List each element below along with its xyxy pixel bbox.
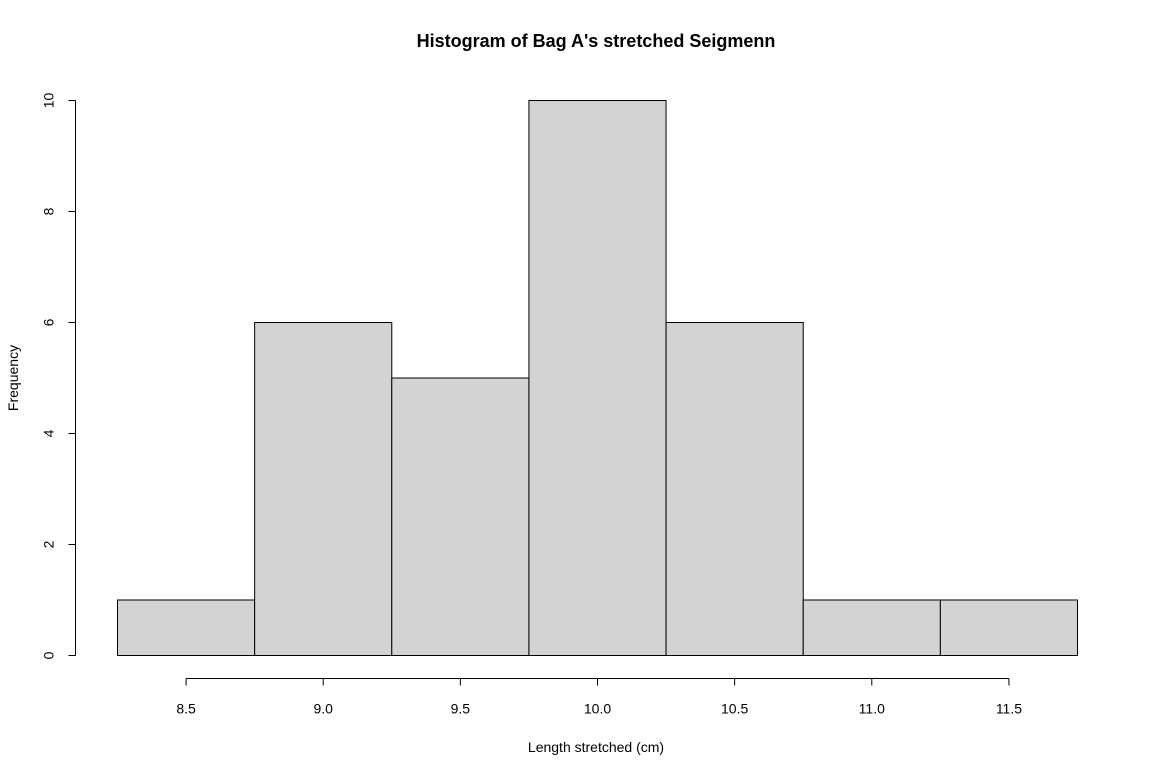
- chart-title: Histogram of Bag A's stretched Seigmenn: [417, 31, 776, 51]
- histogram-bar: [802, 599, 941, 656]
- y-tick-label: 6: [41, 318, 57, 326]
- y-tick-label: 2: [41, 540, 57, 548]
- x-tick-label: 10.0: [584, 701, 611, 717]
- histogram-bar: [528, 100, 667, 656]
- y-axis-label: Frequency: [5, 345, 21, 411]
- x-tick-label: 9.5: [451, 701, 471, 717]
- y-tick-label: 8: [41, 207, 57, 215]
- y-tick-label: 0: [41, 651, 57, 659]
- x-axis: 8.5 9.0 9.5 10.0 10.5 11.0 11.5: [176, 678, 1022, 717]
- bars-group: [117, 100, 1078, 656]
- histogram-bar: [391, 377, 530, 656]
- histogram-bar: [254, 322, 393, 656]
- x-tick-label: 10.5: [721, 701, 748, 717]
- x-tick-label: 9.0: [313, 701, 333, 717]
- y-axis: 0 2 4 6 8 10: [41, 93, 76, 659]
- y-tick-label: 4: [41, 429, 57, 437]
- x-tick-label: 11.0: [859, 701, 885, 717]
- histogram-bar: [665, 322, 804, 656]
- x-tick-label: 11.5: [996, 701, 1022, 717]
- histogram-bar: [117, 599, 256, 656]
- histogram-bar: [939, 599, 1078, 656]
- x-axis-label: Length stretched (cm): [528, 739, 664, 755]
- y-tick-label: 10: [41, 93, 57, 109]
- x-tick-label: 8.5: [176, 701, 196, 717]
